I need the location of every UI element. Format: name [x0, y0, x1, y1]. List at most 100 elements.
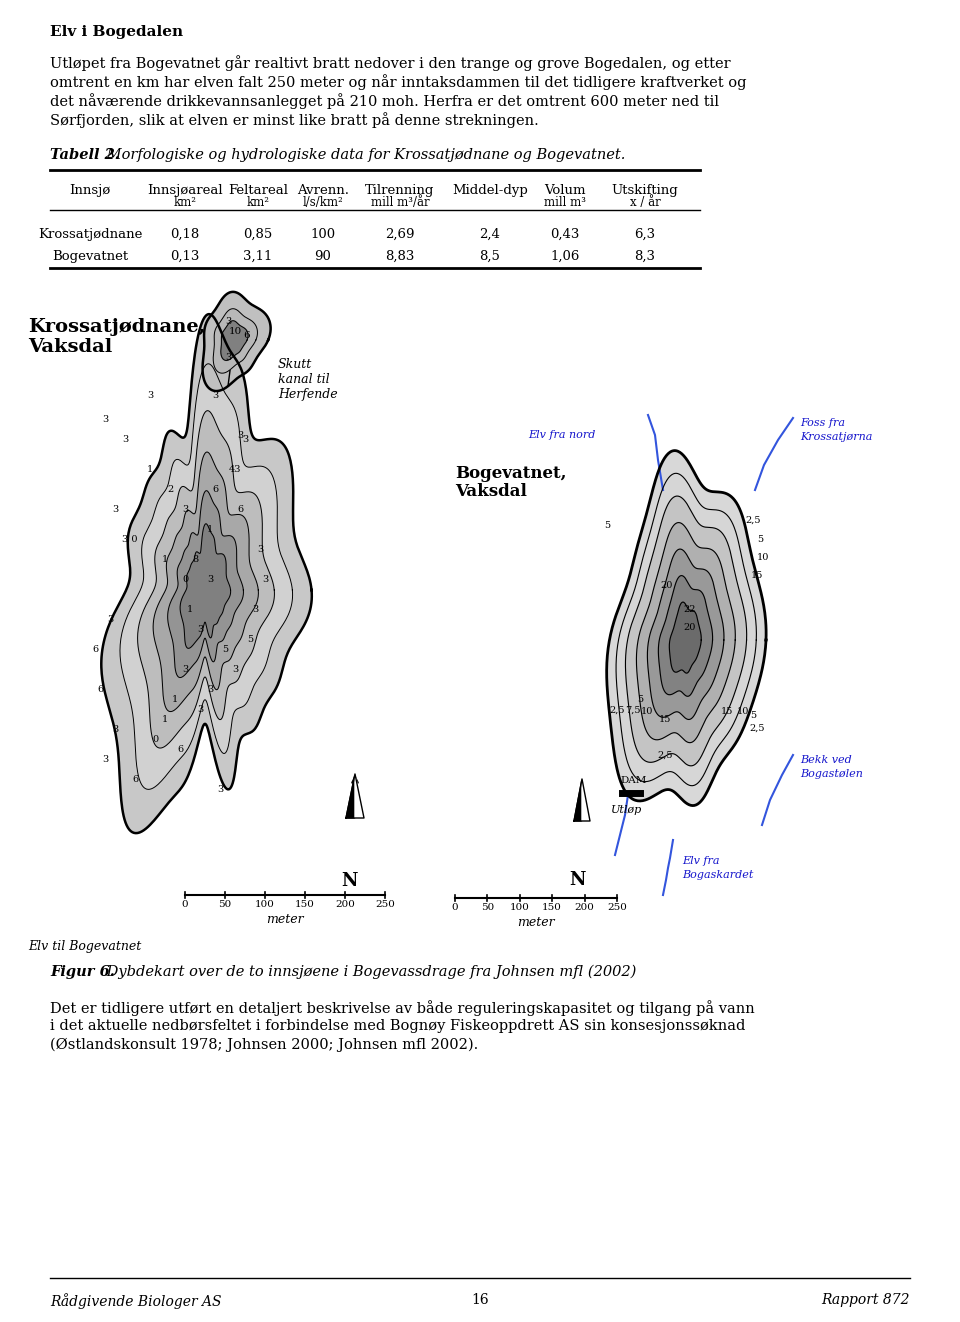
Text: 3: 3 — [112, 726, 118, 735]
Text: 200: 200 — [335, 900, 355, 910]
Text: 22: 22 — [684, 605, 696, 615]
Text: 3: 3 — [197, 625, 204, 635]
Text: Volum: Volum — [544, 184, 586, 197]
Text: 3: 3 — [262, 575, 268, 584]
Text: 1: 1 — [172, 695, 179, 705]
Text: Sørfjorden, slik at elven er minst like bratt på denne strekningen.: Sørfjorden, slik at elven er minst like … — [50, 112, 539, 128]
Text: N: N — [568, 871, 586, 888]
Text: 3: 3 — [257, 546, 263, 554]
Text: 3: 3 — [225, 353, 231, 362]
Text: 8,5: 8,5 — [480, 250, 500, 263]
Text: 3: 3 — [217, 785, 223, 795]
Text: 3: 3 — [102, 415, 108, 424]
Text: 1: 1 — [147, 465, 154, 475]
Text: Rapport 872: Rapport 872 — [822, 1293, 910, 1307]
Polygon shape — [636, 522, 735, 743]
Text: Elv til Bogevatnet: Elv til Bogevatnet — [28, 940, 141, 953]
Text: 6: 6 — [212, 485, 218, 494]
Text: 0,18: 0,18 — [170, 227, 200, 241]
Text: Det er tidligere utført en detaljert beskrivelse av både reguleringskapasitet og: Det er tidligere utført en detaljert bes… — [50, 999, 755, 1015]
Text: 3: 3 — [197, 706, 204, 714]
Polygon shape — [647, 549, 724, 719]
Text: 6: 6 — [244, 330, 251, 340]
Text: Morfologiske og hydrologiske data for Krossatjødnane og Bogevatnet.: Morfologiske og hydrologiske data for Kr… — [102, 148, 625, 163]
Text: Vaksdal: Vaksdal — [455, 483, 527, 500]
Text: DAM: DAM — [620, 776, 646, 785]
Text: Foss fra: Foss fra — [800, 418, 845, 428]
Text: 6: 6 — [237, 505, 243, 514]
Text: omtrent en km har elven falt 250 meter og når inntaksdammen til det tidligere kr: omtrent en km har elven falt 250 meter o… — [50, 74, 747, 90]
Text: 150: 150 — [295, 900, 315, 910]
Text: Utløpet fra Bogevatnet går realtivt bratt nedover i den trange og grove Bogedale: Utløpet fra Bogevatnet går realtivt brat… — [50, 56, 731, 71]
Text: 3: 3 — [252, 605, 258, 615]
Text: 3: 3 — [206, 575, 213, 584]
Text: 100: 100 — [255, 900, 275, 910]
Text: mill m³: mill m³ — [544, 196, 586, 209]
Text: Feltareal: Feltareal — [228, 184, 288, 197]
Text: 3 0: 3 0 — [122, 535, 137, 545]
Text: 1: 1 — [162, 715, 168, 724]
Text: 250: 250 — [607, 903, 627, 912]
Polygon shape — [213, 309, 257, 373]
Text: 10: 10 — [641, 707, 653, 717]
Text: Bogaskardet: Bogaskardet — [682, 870, 754, 880]
Polygon shape — [355, 773, 364, 818]
Text: 10: 10 — [756, 554, 769, 562]
Text: 0: 0 — [182, 575, 188, 584]
Text: Dybdekart over de to innsjøene i Bogevassdrage fra Johnsen mfl (2002): Dybdekart over de to innsjøene i Bogevas… — [102, 965, 636, 980]
Text: 2,4: 2,4 — [480, 227, 500, 241]
Text: x / år: x / år — [630, 196, 660, 209]
Text: Rådgivende Biologer AS: Rådgivende Biologer AS — [50, 1293, 222, 1309]
Polygon shape — [574, 779, 582, 821]
Text: Utskifting: Utskifting — [612, 184, 679, 197]
Text: Innsjø: Innsjø — [69, 184, 110, 197]
Text: 2,5: 2,5 — [658, 751, 673, 760]
Text: 10: 10 — [737, 707, 749, 717]
Text: 0,85: 0,85 — [244, 227, 273, 241]
Polygon shape — [669, 602, 701, 673]
Text: 5: 5 — [750, 710, 756, 719]
Text: Bogastølen: Bogastølen — [800, 769, 863, 779]
Text: 3: 3 — [212, 390, 218, 399]
Text: 0: 0 — [152, 735, 158, 744]
Text: 2: 2 — [167, 485, 173, 494]
Polygon shape — [137, 411, 275, 748]
Text: 1: 1 — [206, 526, 213, 534]
Text: 6: 6 — [97, 686, 103, 694]
Polygon shape — [102, 315, 312, 833]
Text: 16: 16 — [471, 1293, 489, 1307]
Text: 150: 150 — [542, 903, 563, 912]
Text: 5: 5 — [247, 636, 253, 645]
Text: mill m³/år: mill m³/år — [371, 196, 429, 209]
Polygon shape — [168, 490, 244, 678]
Text: Tabell 2.: Tabell 2. — [50, 148, 120, 163]
Polygon shape — [221, 321, 248, 361]
Text: 15: 15 — [659, 715, 671, 724]
Text: 3: 3 — [107, 616, 113, 624]
Text: 10: 10 — [228, 328, 242, 337]
Text: 2,69: 2,69 — [385, 227, 415, 241]
Text: 1: 1 — [187, 605, 193, 615]
Text: Innsjøareal: Innsjøareal — [147, 184, 223, 197]
Text: meter: meter — [266, 914, 303, 925]
Text: 2,5: 2,5 — [610, 706, 625, 714]
Text: Avrenn.: Avrenn. — [297, 184, 349, 197]
Text: Bogevatnet,: Bogevatnet, — [455, 465, 566, 483]
Text: Middel-dyp: Middel-dyp — [452, 184, 528, 197]
Text: 5: 5 — [222, 645, 228, 654]
Text: 8: 8 — [192, 555, 198, 564]
Text: Tilrenning: Tilrenning — [366, 184, 435, 197]
Text: 8,3: 8,3 — [635, 250, 656, 263]
Text: 3: 3 — [225, 317, 231, 327]
Text: 3,11: 3,11 — [243, 250, 273, 263]
Text: 0: 0 — [452, 903, 458, 912]
Text: 0: 0 — [181, 900, 188, 910]
Text: 3: 3 — [242, 435, 248, 444]
Text: 0,13: 0,13 — [170, 250, 200, 263]
Text: km²: km² — [247, 196, 270, 209]
Polygon shape — [346, 773, 355, 818]
Text: meter: meter — [517, 916, 555, 929]
Text: 20: 20 — [660, 580, 673, 590]
Polygon shape — [180, 524, 230, 648]
Text: i det aktuelle nedbørsfeltet i forbindelse med Bognøy Fiskeoppdrett AS sin konse: i det aktuelle nedbørsfeltet i forbindel… — [50, 1019, 745, 1032]
